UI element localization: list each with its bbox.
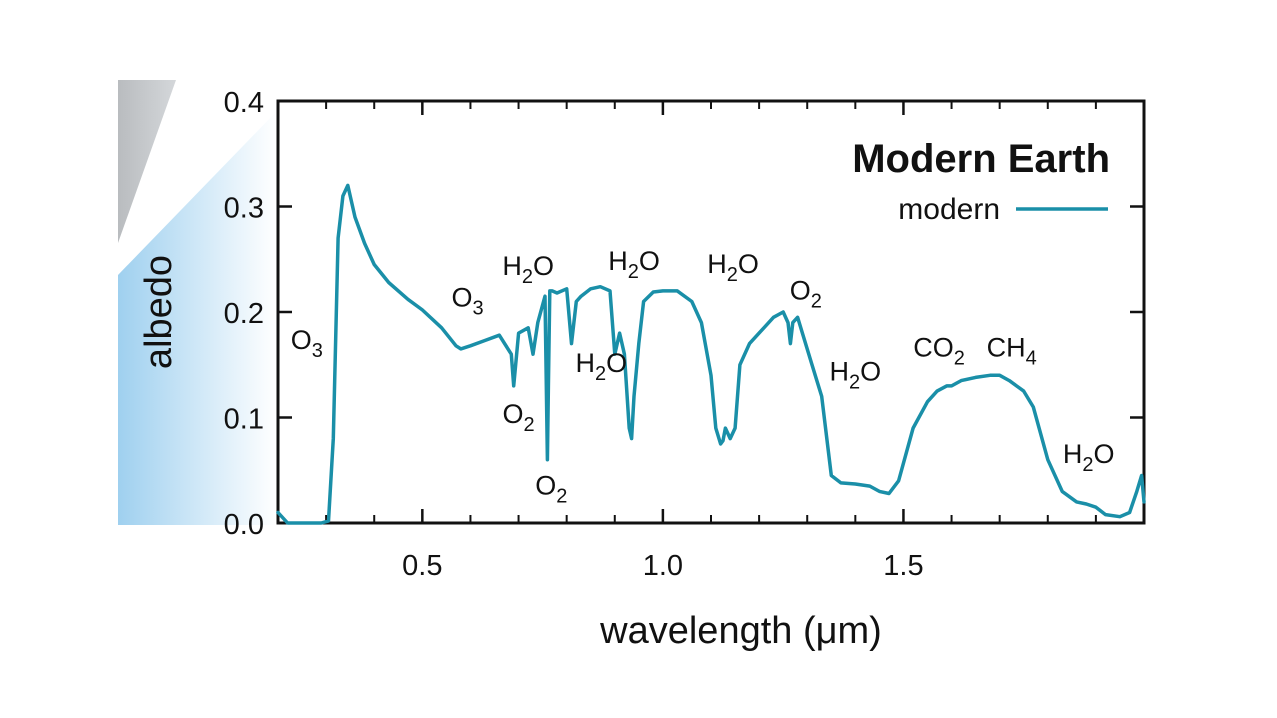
molecule-label: O3 <box>451 283 483 320</box>
x-tick-label: 0.5 <box>402 550 442 582</box>
molecule-label: H2O <box>502 251 554 288</box>
y-axis-title: albedo <box>138 255 180 369</box>
chart-title: Modern Earth <box>852 137 1110 181</box>
x-axis-title: wavelength (μm) <box>599 610 882 652</box>
molecule-label: CO2 <box>913 332 965 369</box>
molecule-label: O2 <box>535 471 567 508</box>
molecule-label: H2O <box>830 357 882 394</box>
x-tick-label: 1.5 <box>883 550 923 582</box>
x-tick-label: 1.0 <box>643 550 683 582</box>
series-line-modern <box>276 183 1146 525</box>
molecule-label: O3 <box>291 325 323 362</box>
molecule-label: O2 <box>790 275 822 312</box>
molecule-label: H2O <box>575 348 627 385</box>
y-tick-label: 0.2 <box>224 298 264 330</box>
molecule-label: H2O <box>707 249 759 286</box>
decorative-grey-band <box>118 80 176 243</box>
molecule-label: H2O <box>1063 439 1115 476</box>
axis-ticks <box>278 99 1144 525</box>
decorative-blue-band <box>118 112 276 525</box>
molecule-label: H2O <box>608 246 660 283</box>
y-tick-label: 0.4 <box>224 87 264 119</box>
legend-label-modern: modern <box>898 193 1000 226</box>
y-tick-label: 0.1 <box>224 404 264 436</box>
y-tick-label: 0.0 <box>224 509 264 541</box>
molecule-label: CH4 <box>987 332 1037 369</box>
y-tick-label: 0.3 <box>224 193 264 225</box>
molecule-label: O2 <box>502 399 534 436</box>
axis-tick-labels: 0.5 1.0 1.5 0.0 0.1 0.2 0.3 0.4 <box>224 87 924 582</box>
